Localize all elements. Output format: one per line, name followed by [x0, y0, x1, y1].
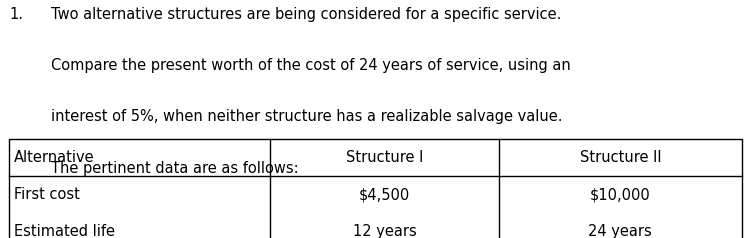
Text: The pertinent data are as follows:: The pertinent data are as follows: [51, 161, 299, 176]
Text: Structure I: Structure I [345, 150, 424, 165]
Text: Alternative: Alternative [14, 150, 94, 165]
Text: 24 years: 24 years [589, 224, 652, 238]
Text: Two alternative structures are being considered for a specific service.: Two alternative structures are being con… [51, 7, 562, 22]
Text: Estimated life: Estimated life [14, 224, 114, 238]
Text: $4,500: $4,500 [359, 187, 410, 202]
Text: 12 years: 12 years [353, 224, 416, 238]
Text: interest of 5%, when neither structure has a realizable salvage value.: interest of 5%, when neither structure h… [51, 109, 562, 124]
Text: Structure II: Structure II [580, 150, 661, 165]
Text: $10,000: $10,000 [590, 187, 650, 202]
Text: First cost: First cost [14, 187, 80, 202]
Text: Compare the present worth of the cost of 24 years of service, using an: Compare the present worth of the cost of… [51, 58, 571, 73]
Text: 1.: 1. [9, 7, 23, 22]
Bar [9, 139, 742, 238]
